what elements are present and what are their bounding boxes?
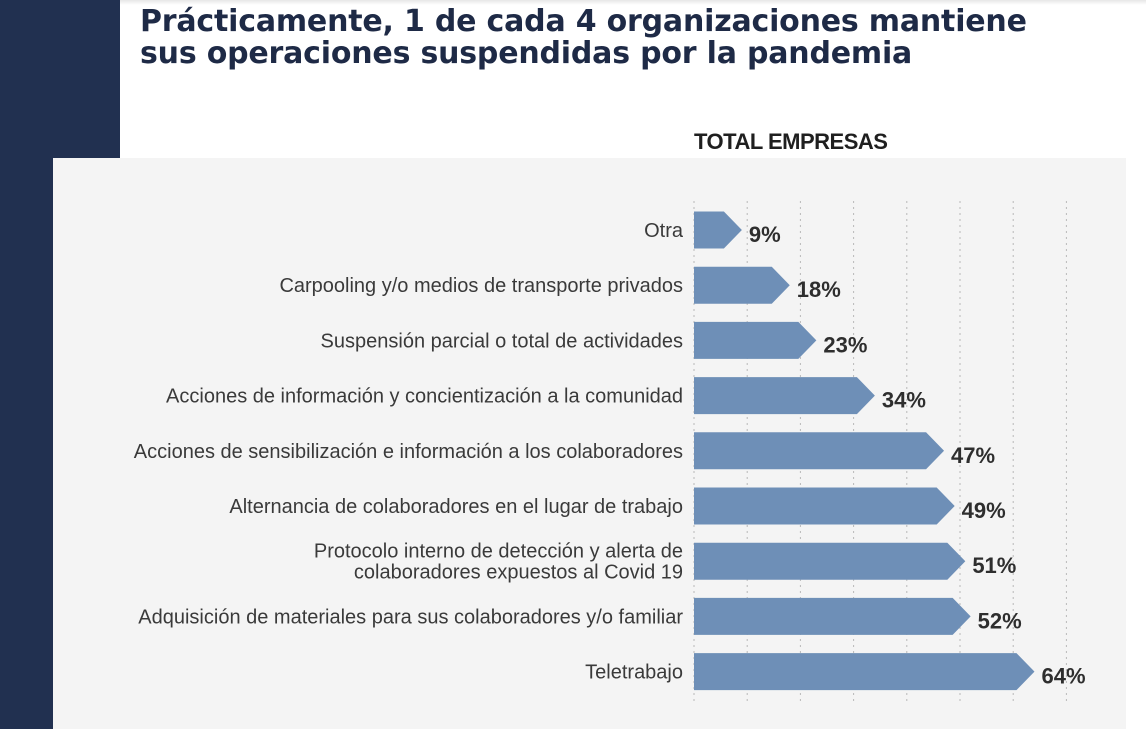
value-label-8: 64%: [1041, 664, 1085, 689]
category-label-7: Adquisición de materiales para sus colab…: [138, 606, 683, 628]
bar-2: [694, 321, 817, 359]
bar-6: [694, 542, 966, 580]
bar-8: [694, 653, 1035, 691]
bar-3: [694, 377, 875, 415]
value-label-1: 18%: [797, 277, 841, 302]
category-label-6-line-0: Protocolo interno de detección y alerta …: [314, 541, 683, 563]
page-headline: Prácticamente, 1 de cada 4 organizacione…: [140, 6, 1120, 70]
headline-line-2: sus operaciones suspendidas por la pande…: [140, 36, 913, 71]
category-label-0: Otra: [644, 220, 684, 242]
category-label-6-line-1: colaboradores expuestos al Covid 19: [354, 562, 683, 584]
category-label-1: Carpooling y/o medios de transporte priv…: [279, 275, 683, 297]
chart-title: TOTAL EMPRESAS: [694, 129, 888, 154]
top-shadow-line: [120, 0, 1146, 5]
left-navy-band-lower: [0, 158, 53, 729]
value-label-0: 9%: [749, 222, 781, 247]
category-label-8: Teletrabajo: [585, 662, 683, 684]
bar-7: [694, 597, 971, 635]
category-label-3: Acciones de información y concientizació…: [166, 386, 683, 408]
value-label-6: 51%: [972, 553, 1016, 578]
value-label-5: 49%: [962, 498, 1006, 523]
category-label-4: Acciones de sensibilización e informació…: [134, 441, 683, 463]
bar-chart: 9% Otra 18% Carpooling y/o medios de transp…: [134, 201, 1086, 704]
bar-4: [694, 432, 945, 470]
value-label-2: 23%: [823, 332, 867, 357]
category-label-2: Suspensión parcial o total de actividade…: [321, 330, 683, 352]
value-label-3: 34%: [882, 388, 926, 413]
bar-0: [694, 211, 742, 249]
bar-1: [694, 266, 790, 304]
value-label-4: 47%: [951, 443, 995, 468]
bar-5: [694, 487, 955, 525]
category-label-5: Alternancia de colaboradores en el lugar…: [229, 496, 683, 518]
chart-panel: 9% Otra 18% Carpooling y/o medios de transp…: [53, 158, 1126, 729]
value-label-7: 52%: [978, 608, 1022, 633]
headline-line-1: Prácticamente, 1 de cada 4 organizacione…: [140, 4, 1027, 39]
